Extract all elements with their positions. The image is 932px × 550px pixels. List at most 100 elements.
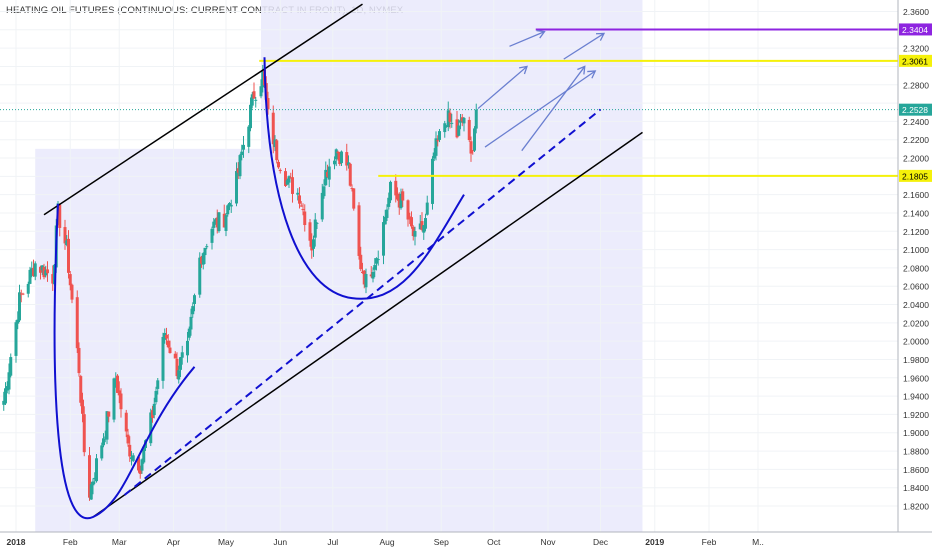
candle-body <box>224 215 228 231</box>
candle-body <box>401 191 405 201</box>
time-tick-label: May <box>218 537 235 547</box>
candle-body <box>152 403 156 416</box>
candle-body <box>5 386 9 391</box>
forecast-arrow-head <box>587 70 597 79</box>
candle-body <box>385 209 389 218</box>
candle-body <box>165 335 168 339</box>
price-tick-label: 1.9600 <box>903 373 929 383</box>
candle-body <box>474 109 478 129</box>
candle-body <box>324 169 328 186</box>
candle-body <box>70 284 74 300</box>
time-axis <box>0 532 932 550</box>
candle-body <box>18 292 21 321</box>
candle-body <box>28 269 32 284</box>
candle-body <box>138 470 142 474</box>
candle-body <box>51 274 55 284</box>
lower-channel-line <box>92 131 643 518</box>
candle-body <box>298 195 301 204</box>
price-tick-label: 1.9200 <box>903 410 929 420</box>
candle-body <box>189 316 193 330</box>
candle-body <box>137 456 140 471</box>
candle-body <box>418 223 422 230</box>
candle-body <box>205 246 209 248</box>
candle-body <box>296 192 300 195</box>
candle-body <box>277 161 280 168</box>
candle-body <box>166 340 170 348</box>
candle-body <box>198 257 202 295</box>
candle-body <box>191 306 195 315</box>
forecast-arrow-head <box>577 65 586 75</box>
candle-body <box>63 227 67 244</box>
candle-body <box>187 328 191 338</box>
price-tick-label: 2.0600 <box>903 282 929 292</box>
candle-body <box>371 272 375 279</box>
price-label: 2.3061 <box>902 56 928 66</box>
price-tick-label: 2.1600 <box>903 190 929 200</box>
candle-body <box>438 131 441 140</box>
candle-body <box>434 138 438 156</box>
candle-body <box>425 202 429 215</box>
candle-body <box>397 196 401 208</box>
candle-body <box>348 163 352 186</box>
forecast-arrow <box>509 31 545 47</box>
candle-body <box>151 410 154 418</box>
price-tick-label: 2.0200 <box>903 318 929 328</box>
candle-body <box>180 352 184 358</box>
candle-body <box>413 231 417 237</box>
candle-body <box>399 193 403 209</box>
price-label: 2.3404 <box>902 25 928 35</box>
candle-body <box>259 86 263 97</box>
candle-body <box>116 375 119 393</box>
time-tick-label: Apr <box>167 537 180 547</box>
price-tick-label: 2.3200 <box>903 44 929 54</box>
candle-body <box>364 273 368 288</box>
candle-body <box>229 204 233 207</box>
candle-body <box>285 180 289 185</box>
candle-body <box>362 270 366 285</box>
candle-body <box>44 270 48 276</box>
forecast-arrow <box>484 70 596 148</box>
candle-body <box>58 204 62 228</box>
candle-body <box>19 293 23 295</box>
candle-body <box>336 151 340 154</box>
candle-body <box>291 177 294 194</box>
candle-body <box>82 414 86 453</box>
candle-body <box>100 445 104 459</box>
candle-body <box>369 274 373 277</box>
candle-body <box>299 205 303 207</box>
candle-body <box>448 112 452 122</box>
dashed-trend-line <box>123 108 602 496</box>
candle-body <box>373 265 377 270</box>
candle-body <box>114 378 118 380</box>
candle-body <box>383 216 387 225</box>
upper-channel-line <box>43 3 363 216</box>
candle-body <box>284 171 287 186</box>
candle-body <box>471 150 475 152</box>
candle-body <box>462 117 466 124</box>
price-tick-label: 2.1400 <box>903 208 929 218</box>
time-tick-label: Feb <box>702 537 717 547</box>
candle-body <box>340 151 343 164</box>
candle-body <box>235 171 238 204</box>
candle-body <box>200 256 203 264</box>
candle-body <box>278 169 282 172</box>
candle-body <box>247 126 251 147</box>
chart-title: HEATING OIL FUTURES (CONTINUOUS: CURRENT… <box>6 5 404 16</box>
candle-body <box>396 193 399 200</box>
candle-body <box>308 222 312 241</box>
candle-body <box>168 347 172 354</box>
candle-body <box>350 188 354 190</box>
candle-body <box>193 295 196 304</box>
candle-body <box>95 458 98 482</box>
price-label-box <box>899 23 932 36</box>
price-tick-label: 1.9000 <box>903 428 929 438</box>
time-tick-label: M.. <box>752 537 764 547</box>
candle-body <box>81 399 84 414</box>
candle-body <box>310 240 314 251</box>
candle-body <box>436 140 440 142</box>
candle-body <box>102 438 105 446</box>
candle-body <box>238 155 242 177</box>
candle-body <box>382 222 385 256</box>
candle-body <box>445 125 448 127</box>
candle-body <box>4 388 7 404</box>
